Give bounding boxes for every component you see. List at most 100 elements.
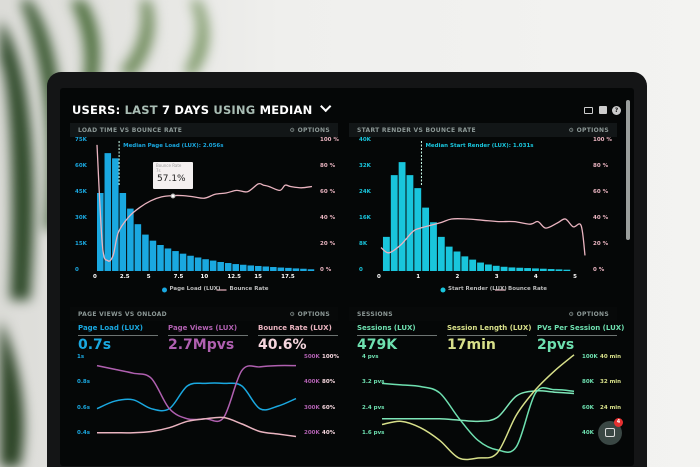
y2-tick-label: 80 % [593, 163, 609, 169]
bar [555, 269, 563, 271]
bar [134, 224, 142, 271]
y-tick-label: 30K [75, 215, 87, 221]
metric-underline [258, 335, 338, 336]
bar [277, 267, 285, 271]
bar [453, 251, 461, 271]
y3-tick-label: 40 min [600, 354, 622, 360]
bar [112, 158, 119, 271]
metric-label: Sessions (LUX) [357, 324, 416, 332]
bar [157, 245, 164, 271]
bar [508, 267, 516, 271]
x-tick-label: 2.5 [119, 274, 130, 280]
bar [164, 248, 172, 271]
bar [547, 269, 555, 271]
metric-value: 17min [447, 337, 496, 353]
bar [469, 259, 477, 271]
dashboard-screen [60, 88, 634, 466]
y2-tick-label: 0 % [320, 267, 332, 273]
median-label: Median Start Render (LUX): 1.031s [425, 143, 534, 149]
legend-label: Start Render (LUX) [448, 286, 507, 292]
metric-underline [447, 335, 527, 336]
series-line [382, 390, 575, 423]
bar [97, 193, 104, 271]
y3-tick-label: 24 min [600, 404, 622, 411]
legend-marker [162, 287, 167, 293]
y2-tick-label: 20 % [320, 241, 336, 247]
bar [217, 261, 224, 271]
series-line [381, 382, 575, 453]
y-tick-label: 0.4s [77, 430, 91, 436]
bar [232, 264, 239, 271]
notification-badge: 4 [614, 418, 623, 427]
y2-tick-label: 100 % [320, 137, 339, 143]
tooltip-title: Bounce Rate [156, 163, 182, 168]
y-tick-label: 3.2 pvs [362, 379, 385, 386]
y-tick-label: 0.6s [77, 404, 91, 411]
x-tick-label: 7.5 [173, 274, 184, 280]
bar [390, 175, 398, 271]
y-tick-label: 45K [75, 189, 87, 195]
legend-label: Bounce Rate [229, 286, 269, 292]
options-button[interactable]: ⚙ OPTIONS [289, 127, 330, 134]
chat-button[interactable]: 4 [598, 418, 623, 445]
y2-tick-label: 0 % [593, 267, 605, 273]
x-tick-label: 2 [455, 274, 460, 280]
bounce-rate-line [380, 218, 586, 256]
metric-underline [78, 335, 158, 336]
options-button[interactable]: ⚙ OPTIONS [568, 127, 609, 134]
x-tick-label: 0 [93, 274, 97, 280]
y2-tick-label: 400K [304, 379, 320, 386]
y-tick-label: 32K [359, 163, 371, 169]
chart-icon[interactable] [599, 106, 607, 114]
y2-tick-label: 20 % [593, 241, 609, 247]
metric-label: Page Views (LUX) [168, 324, 238, 332]
bar [209, 260, 217, 271]
metric-underline [357, 335, 437, 336]
panel-title-page-views: PAGE VIEWS VS ONLOAD ⚙ OPTIONS [70, 307, 338, 321]
y-tick-label: 0 [359, 267, 363, 273]
x-tick-label: 5 [146, 274, 151, 280]
y-tick-label: 60K [75, 163, 87, 169]
y-tick-label: 75K [75, 137, 87, 143]
bar [477, 262, 484, 271]
metric-value: 2pvs [537, 337, 575, 353]
help-icon[interactable]: ? [612, 106, 621, 115]
bar [398, 162, 406, 271]
tooltip-sub: 7s [156, 168, 161, 173]
bar [532, 268, 539, 271]
page-title[interactable]: USERS: LAST 7 DAYS USING MEDIAN [72, 100, 332, 117]
series-line [96, 416, 297, 438]
bar [492, 265, 500, 271]
y-tick-label: 40K [359, 137, 371, 143]
metric-underline [537, 335, 617, 336]
bar [179, 253, 187, 271]
y-tick-label: 0.8s [77, 379, 91, 386]
y2-tick-label: 40 % [320, 215, 336, 221]
bar [247, 265, 255, 271]
y2-tick-label: 200K [304, 430, 320, 436]
y2-tick-label: 300K [304, 404, 320, 411]
legend-label: Page Load (LUX) [169, 286, 221, 292]
options-button[interactable]: ⚙ OPTIONS [568, 311, 609, 318]
bar [382, 236, 390, 271]
options-button[interactable]: ⚙ OPTIONS [289, 311, 330, 318]
bar [119, 193, 127, 271]
bar [262, 266, 270, 271]
y-tick-label: 16K [359, 215, 371, 221]
y2-tick-label: 60 % [320, 189, 336, 195]
bar [270, 267, 277, 271]
bar [307, 269, 315, 271]
y3-tick-label: 32 min [600, 379, 622, 386]
y2-tick-label: 100K [582, 354, 598, 360]
metric-value: 479K [357, 337, 398, 353]
x-tick-label: 3 [494, 274, 499, 280]
metric-label: Session Length (LUX) [447, 324, 532, 332]
legend-label: Bounce Rate [508, 286, 548, 292]
metric-label: PVs Per Session (LUX) [537, 324, 625, 332]
monitor-icon[interactable] [584, 107, 593, 114]
bar [461, 256, 469, 271]
panel-title-start-render: START RENDER VS BOUNCE RATE ⚙ OPTIONS [349, 123, 617, 137]
legend-marker [440, 287, 446, 293]
scrollbar[interactable] [626, 100, 630, 240]
metric-underline [168, 335, 248, 336]
